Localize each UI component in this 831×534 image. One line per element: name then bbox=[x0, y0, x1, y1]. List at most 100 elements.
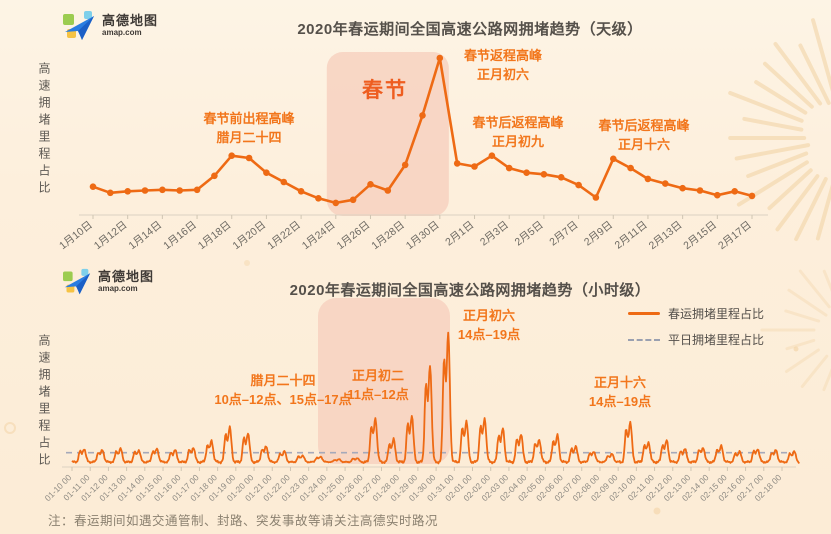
amap-logo: 高德地图 amap.com bbox=[62, 10, 158, 42]
daily-x-tick-label: 1月14日 bbox=[126, 219, 164, 252]
legend-item-festival: 春运拥堵里程占比 bbox=[628, 305, 764, 322]
amap-logo-icon bbox=[63, 11, 94, 40]
annotation-line: 春节后返程高峰 bbox=[598, 118, 690, 133]
daily-data-point bbox=[575, 181, 582, 189]
daily-data-point bbox=[263, 169, 270, 176]
daily-data-point bbox=[540, 171, 548, 178]
amap-logo-name: 高德地图 bbox=[102, 13, 159, 28]
annotation-line: 春节后返程高峰 bbox=[472, 115, 564, 130]
daily-x-tick-label: 2月11日 bbox=[613, 219, 650, 252]
daily-spring-festival-band bbox=[326, 52, 449, 216]
daily-data-point bbox=[280, 178, 288, 186]
hourly-congestion-line bbox=[71, 331, 800, 465]
daily-x-tick-label: 2月1日 bbox=[443, 219, 476, 249]
daily-data-point bbox=[662, 180, 669, 187]
annotation-line: 正月初六 bbox=[462, 308, 515, 323]
daily-data-point bbox=[436, 54, 444, 62]
daily-data-point bbox=[107, 189, 114, 197]
amap-logo-domain: amap.com bbox=[102, 28, 142, 37]
legend-label: 春运拥堵里程占比 bbox=[668, 307, 765, 321]
daily-data-point bbox=[505, 164, 513, 172]
amap-logo-domain: amap.com bbox=[98, 284, 138, 293]
daily-data-point bbox=[696, 187, 704, 194]
daily-x-tick-label: 1月16日 bbox=[161, 219, 199, 252]
daily-data-point bbox=[679, 184, 686, 192]
legend-label: 平日拥堵里程占比 bbox=[668, 333, 765, 347]
annotation-line: 14点–19点 bbox=[457, 327, 521, 342]
annotation-hourly-d2: 正月初二 11点–12点 bbox=[347, 366, 408, 404]
daily-x-tick-label: 2月13日 bbox=[647, 219, 685, 252]
daily-x-tick-label: 1月28日 bbox=[369, 219, 407, 252]
annotation-hourly-d16: 正月十六 14点–19点 bbox=[589, 373, 651, 411]
daily-x-tick-label: 1月18日 bbox=[196, 219, 234, 252]
daily-chart-ylabel: 高速拥堵里程占比 bbox=[37, 62, 51, 198]
daily-x-tick-label: 2月15日 bbox=[681, 219, 719, 252]
daily-x-tick-label: 2月17日 bbox=[716, 219, 754, 252]
daily-x-tick-label: 1月24日 bbox=[300, 219, 338, 252]
annotation-return-peak-d6: 春节返程高峰 正月初六 bbox=[464, 46, 542, 84]
annotation-pre-festival-peak: 春节前出程高峰 腊月二十四 bbox=[203, 109, 294, 147]
annotation-line: 正月初九 bbox=[491, 134, 545, 149]
daily-x-tick-label: 1月20日 bbox=[230, 219, 268, 252]
annotation-line: 正月十六 bbox=[617, 137, 671, 152]
annotation-line: 11点–12点 bbox=[347, 387, 409, 402]
amap-logo-name: 高德地图 bbox=[98, 269, 155, 284]
daily-chart-title: 2020年春运期间全国高速公路网拥堵趋势（天级） bbox=[297, 21, 643, 38]
daily-data-point bbox=[349, 196, 357, 204]
annotation-hourly-d6: 正月初六 14点–19点 bbox=[458, 306, 520, 344]
daily-x-tick-label: 2月5日 bbox=[513, 219, 546, 249]
daily-x-tick-label: 2月9日 bbox=[582, 219, 615, 249]
footer-note: 注：春运期间如遇交通管制、封路、突发事故等请关注高德实时路况 bbox=[48, 514, 439, 528]
daily-data-point bbox=[610, 155, 617, 163]
daily-x-tick-label: 2月7日 bbox=[547, 219, 580, 249]
hourly-spring-festival-band bbox=[318, 298, 450, 464]
hourly-chart-legend: 春运拥堵里程占比 平日拥堵里程占比 bbox=[628, 305, 764, 348]
annotation-line: 正月十六 bbox=[593, 375, 646, 390]
daily-x-tick-label: 1月26日 bbox=[335, 219, 373, 252]
dashed-line-swatch bbox=[628, 338, 660, 341]
hourly-chart-ylabel: 高速拥堵里程占比 bbox=[37, 334, 51, 470]
amap-logo: 高德地图 amap.com bbox=[62, 268, 154, 296]
daily-x-tick-label: 1月12日 bbox=[92, 219, 130, 252]
daily-data-point bbox=[627, 164, 634, 172]
annotation-line: 正月初二 bbox=[351, 368, 404, 383]
daily-data-point bbox=[141, 187, 149, 194]
daily-data-point bbox=[748, 192, 756, 200]
daily-data-point bbox=[124, 188, 131, 195]
annotation-hourly-layue24: 腊月二十四 10点–12点、15点–17点 bbox=[214, 371, 351, 409]
daily-data-point bbox=[714, 191, 721, 199]
annotation-line: 春节返程高峰 bbox=[463, 48, 543, 63]
daily-data-point bbox=[471, 163, 478, 170]
daily-data-point bbox=[419, 112, 426, 119]
daily-data-point bbox=[245, 154, 253, 162]
daily-data-point bbox=[401, 161, 409, 169]
daily-data-point bbox=[297, 188, 305, 195]
annotation-line: 10点–12点、15点–17点 bbox=[214, 392, 352, 407]
daily-data-point bbox=[731, 188, 738, 195]
daily-data-point bbox=[384, 187, 392, 194]
daily-data-point bbox=[89, 183, 97, 190]
daily-data-point bbox=[159, 186, 166, 194]
daily-data-point bbox=[488, 152, 496, 159]
annotation-line: 正月初六 bbox=[476, 67, 530, 82]
daily-x-tick-label: 1月22日 bbox=[265, 219, 303, 252]
daily-data-point bbox=[211, 172, 218, 180]
daily-data-point bbox=[228, 152, 235, 159]
annotation-line: 春节前出程高峰 bbox=[203, 111, 295, 126]
daily-x-tick-label: 2月3日 bbox=[478, 219, 511, 249]
legend-item-weekday: 平日拥堵里程占比 bbox=[628, 331, 764, 348]
amap-logo-text: 高德地图 amap.com bbox=[98, 270, 154, 294]
daily-x-tick-label: 1月10日 bbox=[57, 219, 95, 252]
daily-x-tick-label: 1月30日 bbox=[404, 219, 442, 252]
daily-data-point bbox=[557, 174, 565, 181]
daily-data-point bbox=[367, 181, 374, 188]
annotation-line: 腊月二十四 bbox=[216, 130, 282, 145]
daily-data-point bbox=[315, 195, 322, 202]
annotation-return-peak-d9: 春节后返程高峰 正月初九 bbox=[472, 113, 563, 151]
daily-data-point bbox=[176, 187, 183, 194]
amap-logo-icon bbox=[63, 268, 91, 295]
spring-festival-band-label: 春节 bbox=[362, 79, 408, 102]
daily-data-point bbox=[453, 160, 461, 167]
daily-data-point bbox=[592, 194, 600, 201]
